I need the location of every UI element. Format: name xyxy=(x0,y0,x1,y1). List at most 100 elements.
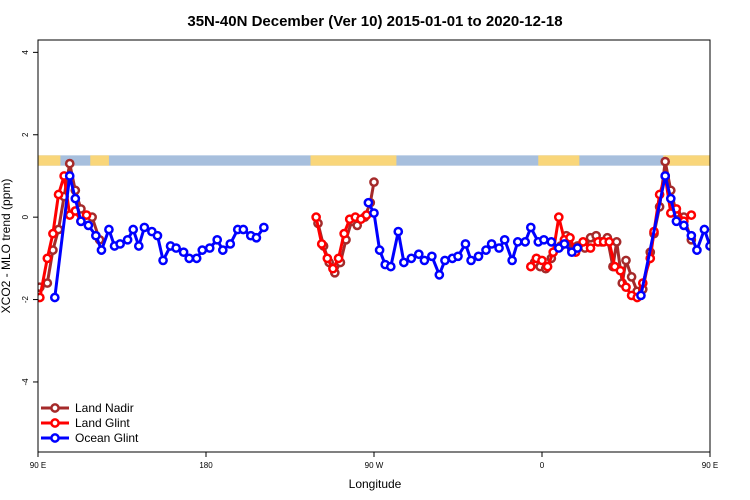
data-point xyxy=(578,237,588,247)
data-point xyxy=(460,239,471,249)
data-point xyxy=(725,226,732,233)
data-point xyxy=(486,239,497,249)
data-point xyxy=(171,243,181,253)
data-point xyxy=(42,278,53,288)
x-tick-label: 180 xyxy=(199,461,213,470)
data-point xyxy=(311,212,321,223)
data-point xyxy=(553,212,564,223)
data-point xyxy=(53,189,64,200)
data-point xyxy=(615,265,626,276)
data-point xyxy=(197,245,208,255)
y-tick-label: -2 xyxy=(21,295,30,303)
data-point xyxy=(399,257,409,268)
data-point xyxy=(374,245,385,255)
data-point xyxy=(115,239,125,249)
data-point xyxy=(363,197,374,208)
x-tick-label: 90 W xyxy=(365,461,384,470)
data-point xyxy=(546,237,557,247)
data-point xyxy=(565,232,575,243)
data-point xyxy=(70,193,81,204)
data-point xyxy=(259,222,269,233)
data-point xyxy=(191,253,202,264)
data-point xyxy=(393,226,404,237)
data-point xyxy=(38,292,45,303)
legend-item: Land Glint xyxy=(41,416,130,430)
data-point xyxy=(322,253,333,264)
data-point xyxy=(542,261,553,272)
y-tick-label: 4 xyxy=(21,50,30,55)
data-point xyxy=(665,193,676,204)
data-point xyxy=(139,222,150,233)
data-point xyxy=(385,261,396,272)
data-point xyxy=(128,224,139,235)
data-point xyxy=(585,243,596,253)
y-axis: 4 2 0 -2 -4 xyxy=(21,50,38,386)
data-point xyxy=(520,237,531,247)
data-point xyxy=(611,237,622,247)
data-point xyxy=(122,234,133,245)
data-point xyxy=(42,253,53,264)
legend-marker xyxy=(50,433,60,443)
data-point xyxy=(49,292,60,303)
data-point xyxy=(705,241,710,251)
data-point xyxy=(440,255,450,266)
data-point xyxy=(204,243,215,253)
x-tick-label: 0 xyxy=(540,461,545,470)
data-point xyxy=(91,230,101,241)
data-point xyxy=(369,208,379,218)
data-point xyxy=(466,255,476,266)
data-point xyxy=(525,222,536,233)
data-point xyxy=(419,255,430,266)
data-point xyxy=(328,263,338,274)
data-point xyxy=(499,234,510,245)
data-point xyxy=(48,228,58,239)
data-point xyxy=(660,171,671,181)
x-axis: 90 E 180 90 W 0 90 E xyxy=(30,452,718,470)
data-point xyxy=(434,269,445,280)
data-point xyxy=(507,255,517,266)
data-point xyxy=(225,239,236,249)
chart-title: 35N-40N December (Ver 10) 2015-01-01 to … xyxy=(187,13,562,30)
legend-label: Land Nadir xyxy=(75,401,134,415)
y-tick-label: 0 xyxy=(21,214,30,219)
y-axis-label: XCO2 - MLO trend (ppm) xyxy=(0,179,13,314)
y-tick-label: 2 xyxy=(21,132,30,137)
data-point xyxy=(453,251,463,262)
data-point xyxy=(660,156,671,167)
series-ocean-glint xyxy=(49,171,738,303)
data-point xyxy=(621,282,631,293)
data-point xyxy=(64,171,75,181)
data-point xyxy=(714,240,721,247)
land-band-segment xyxy=(38,155,61,166)
data-point xyxy=(83,220,94,231)
x-tick-label: 90 E xyxy=(702,461,718,470)
data-point xyxy=(731,242,738,249)
data-point xyxy=(604,237,615,247)
data-point xyxy=(158,255,168,266)
data-point xyxy=(178,247,189,258)
land-mask-band xyxy=(38,155,710,166)
data-point xyxy=(361,210,372,220)
data-point xyxy=(636,290,646,301)
data-point xyxy=(413,249,424,260)
data-point xyxy=(316,239,327,249)
data-point xyxy=(339,228,349,239)
data-point xyxy=(369,177,379,187)
data-point xyxy=(212,234,223,245)
legend-marker xyxy=(50,403,60,413)
data-point xyxy=(64,158,75,169)
data-point xyxy=(537,255,547,266)
data-point xyxy=(692,245,702,255)
data-point xyxy=(494,243,504,253)
data-point xyxy=(251,232,262,243)
data-point xyxy=(572,243,583,253)
data-point xyxy=(686,210,697,220)
data-point xyxy=(512,237,523,247)
data-point xyxy=(238,224,249,235)
data-point xyxy=(626,272,637,282)
data-point xyxy=(481,245,491,255)
y-tick-label: -4 xyxy=(21,378,30,386)
legend-marker xyxy=(50,418,60,428)
